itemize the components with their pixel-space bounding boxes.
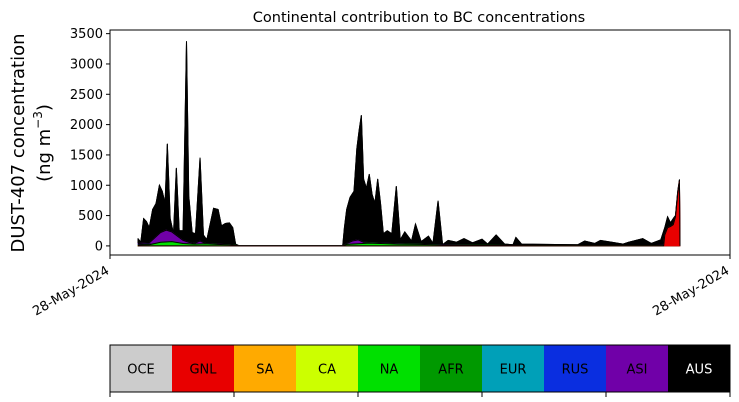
colorbar-swatch-gnl bbox=[172, 345, 234, 392]
y-axis-label-line1: DUST-407 concentration bbox=[8, 33, 29, 252]
y-tick-label: 3000 bbox=[70, 57, 103, 72]
series-line-na bbox=[137, 241, 680, 247]
y-axis-label-line2: (ng m−3) bbox=[31, 104, 55, 182]
y-tick-label: 0 bbox=[95, 239, 103, 254]
colorbar-swatch-oce bbox=[110, 345, 172, 392]
colorbar-frame bbox=[109, 344, 731, 393]
colorbar-swatch-afr bbox=[420, 345, 482, 392]
colorbar-label-asi: ASI bbox=[627, 363, 648, 378]
plot-frame bbox=[109, 29, 731, 256]
y-axis-label-exponent: −3 bbox=[31, 111, 45, 129]
colorbar-label-ca: CA bbox=[318, 363, 336, 378]
colorbar-label-afr: AFR bbox=[438, 363, 463, 378]
colorbar-swatch-aus bbox=[668, 345, 730, 392]
x-tick-label: 28-May-2024 bbox=[650, 263, 732, 319]
y-tick-label: 3500 bbox=[70, 27, 103, 42]
y-tick-label: 1500 bbox=[70, 148, 103, 163]
y-tick-label: 1000 bbox=[70, 179, 103, 194]
colorbar-swatch-na bbox=[358, 345, 420, 392]
y-axis-label-unit: (ng m bbox=[34, 129, 55, 182]
colorbar-swatch-eur bbox=[482, 345, 544, 392]
plot-area bbox=[109, 29, 731, 256]
colorbar-label-sa: SA bbox=[256, 363, 273, 378]
x-axis: 28-May-2024 28-May-2024 bbox=[30, 255, 732, 319]
y-tick-label: 500 bbox=[78, 209, 103, 224]
colorbar-label-gnl: GNL bbox=[189, 363, 217, 378]
y-axis-label-close: ) bbox=[34, 104, 55, 111]
series-line-gnl bbox=[138, 182, 681, 247]
colorbar-swatch-rus bbox=[544, 345, 606, 392]
colorbar-swatch-sa bbox=[234, 345, 296, 392]
y-tick-label: 2000 bbox=[70, 118, 103, 133]
chart-title: Continental contribution to BC concentra… bbox=[253, 10, 585, 26]
colorbar-label-na: NA bbox=[380, 363, 399, 378]
colorbar-swatch-ca bbox=[296, 345, 358, 392]
colorbar-label-eur: EUR bbox=[500, 363, 527, 378]
colorbar-swatch-asi bbox=[606, 345, 668, 392]
series-line-aus bbox=[137, 41, 681, 247]
region-colorbar: OCE GNL SA CA NA AFR EUR RUS ASI AUS bbox=[109, 344, 731, 397]
colorbar-label-oce: OCE bbox=[127, 363, 155, 378]
colorbar-label-rus: RUS bbox=[562, 363, 589, 378]
y-axis-label: DUST-407 concentration (ng m−3) bbox=[8, 33, 55, 252]
x-tick-label: 28-May-2024 bbox=[30, 263, 112, 319]
colorbar-label-aus: AUS bbox=[686, 363, 713, 378]
y-tick-label: 2500 bbox=[70, 88, 103, 103]
y-axis: 0 500 1000 1500 2000 2500 3000 3500 bbox=[70, 27, 110, 254]
